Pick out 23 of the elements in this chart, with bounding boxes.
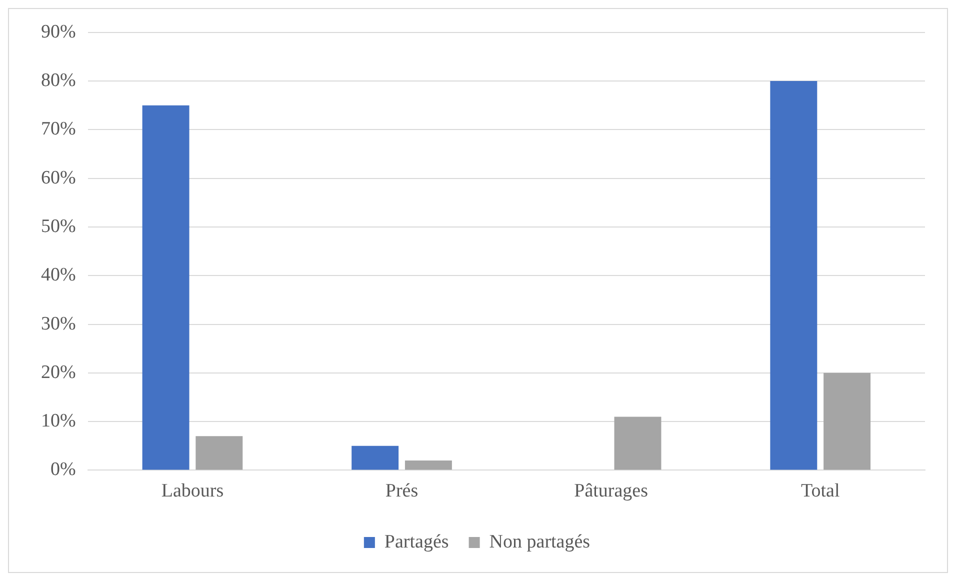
bar — [404, 460, 452, 470]
y-tick-label: 60% — [41, 167, 76, 188]
bar — [614, 416, 662, 470]
x-tick-label: Labours — [161, 480, 224, 502]
bar — [352, 446, 399, 470]
y-tick-label: 70% — [41, 118, 76, 140]
bar — [824, 372, 871, 470]
bar — [142, 105, 190, 470]
y-tick-label: 40% — [41, 264, 76, 286]
legend-label: Partagés — [384, 531, 449, 552]
y-tick-label: 20% — [41, 362, 76, 383]
x-tick-label: Pâturages — [574, 480, 648, 502]
y-tick-label: 10% — [41, 410, 76, 432]
y-tick-label: 50% — [41, 216, 76, 237]
y-tick-label: 30% — [41, 313, 76, 334]
legend-label: Non partagés — [489, 531, 590, 552]
y-tick-label: 90% — [41, 21, 76, 42]
y-tick-label: 80% — [41, 70, 76, 92]
bar — [196, 436, 243, 470]
bar — [770, 81, 818, 470]
y-tick-label: 0% — [50, 459, 76, 480]
x-tick-label: Total — [800, 480, 840, 502]
x-tick-label: Prés — [385, 480, 418, 502]
